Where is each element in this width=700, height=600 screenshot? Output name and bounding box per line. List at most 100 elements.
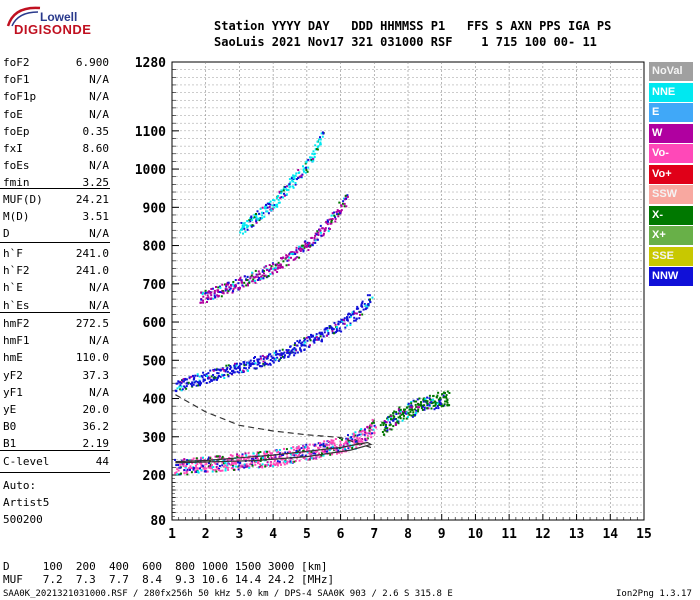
echo-point	[323, 331, 326, 334]
echo-point	[334, 218, 337, 220]
echo-point	[213, 291, 216, 294]
x-tick-label: 14	[602, 527, 618, 542]
echo-point	[417, 408, 420, 411]
echo-point	[283, 460, 286, 463]
echo-point	[294, 253, 297, 255]
echo-point	[308, 345, 311, 348]
echo-point	[276, 463, 279, 466]
echo-point	[300, 455, 303, 458]
echo-point	[361, 300, 364, 303]
echo-point	[399, 415, 401, 418]
echo-point	[370, 436, 373, 439]
echo-point	[215, 286, 217, 288]
echo-point	[257, 363, 260, 366]
logo-text-lowell: Lowell	[40, 10, 78, 24]
echo-point	[337, 322, 340, 325]
echo-point	[301, 451, 304, 454]
echo-point	[387, 416, 390, 419]
echo-point	[200, 456, 203, 459]
echo-point	[323, 440, 326, 443]
echo-point	[258, 361, 261, 364]
echo-point	[297, 169, 300, 171]
echo-point	[296, 251, 299, 254]
echo-point	[249, 220, 252, 223]
echo-point	[446, 390, 449, 393]
echo-point	[331, 218, 334, 220]
echo-point	[442, 405, 444, 408]
echo-point	[182, 465, 185, 468]
echo-point	[284, 354, 286, 357]
echo-point	[189, 468, 191, 471]
echo-point	[430, 407, 433, 410]
echo-point	[229, 287, 232, 290]
echo-point	[357, 440, 360, 443]
echo-point	[353, 319, 356, 322]
echo-point	[324, 227, 327, 230]
echo-point	[303, 344, 306, 347]
echo-point	[204, 463, 207, 466]
echo-point	[294, 348, 297, 351]
echo-point	[253, 276, 256, 279]
echo-point	[204, 291, 207, 294]
echo-point	[383, 422, 386, 425]
echo-point	[308, 457, 311, 460]
echo-point	[227, 290, 230, 293]
echo-point	[249, 277, 252, 280]
echo-point	[278, 454, 281, 457]
echo-point	[259, 451, 262, 453]
echo-point	[271, 272, 274, 275]
echo-point	[232, 288, 235, 291]
x-tick-label: 2	[202, 527, 210, 542]
echo-point	[203, 470, 206, 473]
echo-point	[190, 471, 193, 474]
header-row-values: SaoLuis 2021 Nov17 321 031000 RSF 1 715 …	[214, 35, 597, 49]
echo-point	[325, 334, 328, 337]
echo-point	[361, 440, 364, 443]
echo-point	[224, 462, 227, 465]
echo-point	[397, 412, 400, 415]
echo-point	[411, 408, 414, 411]
echo-point	[202, 291, 205, 294]
echo-point	[355, 318, 358, 321]
echo-point	[210, 467, 213, 470]
echo-point	[282, 461, 285, 464]
echo-point	[295, 249, 298, 252]
echo-point	[271, 452, 273, 455]
echo-point	[348, 316, 351, 319]
echo-point	[439, 396, 442, 399]
echo-point	[246, 282, 249, 285]
echo-point	[258, 277, 261, 279]
echo-point	[258, 219, 261, 222]
echo-point	[264, 465, 267, 468]
echo-point	[323, 328, 326, 331]
echo-point	[221, 457, 224, 460]
echo-point	[251, 363, 254, 366]
echo-point	[261, 211, 263, 214]
echo-point	[348, 313, 351, 316]
echo-point	[289, 352, 292, 354]
echo-point	[397, 407, 400, 410]
echo-point	[420, 401, 422, 404]
echo-point	[361, 302, 364, 305]
echo-point	[221, 283, 224, 286]
echo-point	[202, 380, 205, 383]
echo-point	[292, 180, 295, 183]
echo-point	[327, 230, 330, 233]
echo-point	[246, 220, 249, 223]
echo-point	[307, 447, 310, 450]
echo-point	[438, 400, 441, 403]
echo-point	[220, 295, 223, 298]
param-value: 6.900	[75, 56, 109, 69]
echo-point	[287, 352, 290, 354]
param-row-g3: h`F 241.0	[3, 247, 109, 261]
echo-point	[201, 376, 204, 379]
echo-point	[257, 278, 260, 281]
echo-point	[426, 396, 429, 399]
echo-point	[314, 443, 317, 446]
echo-point	[387, 418, 390, 421]
echo-point	[442, 394, 445, 397]
echo-point	[189, 382, 192, 385]
echo-point	[298, 454, 301, 456]
echo-point	[240, 464, 243, 467]
echo-point	[286, 456, 289, 459]
